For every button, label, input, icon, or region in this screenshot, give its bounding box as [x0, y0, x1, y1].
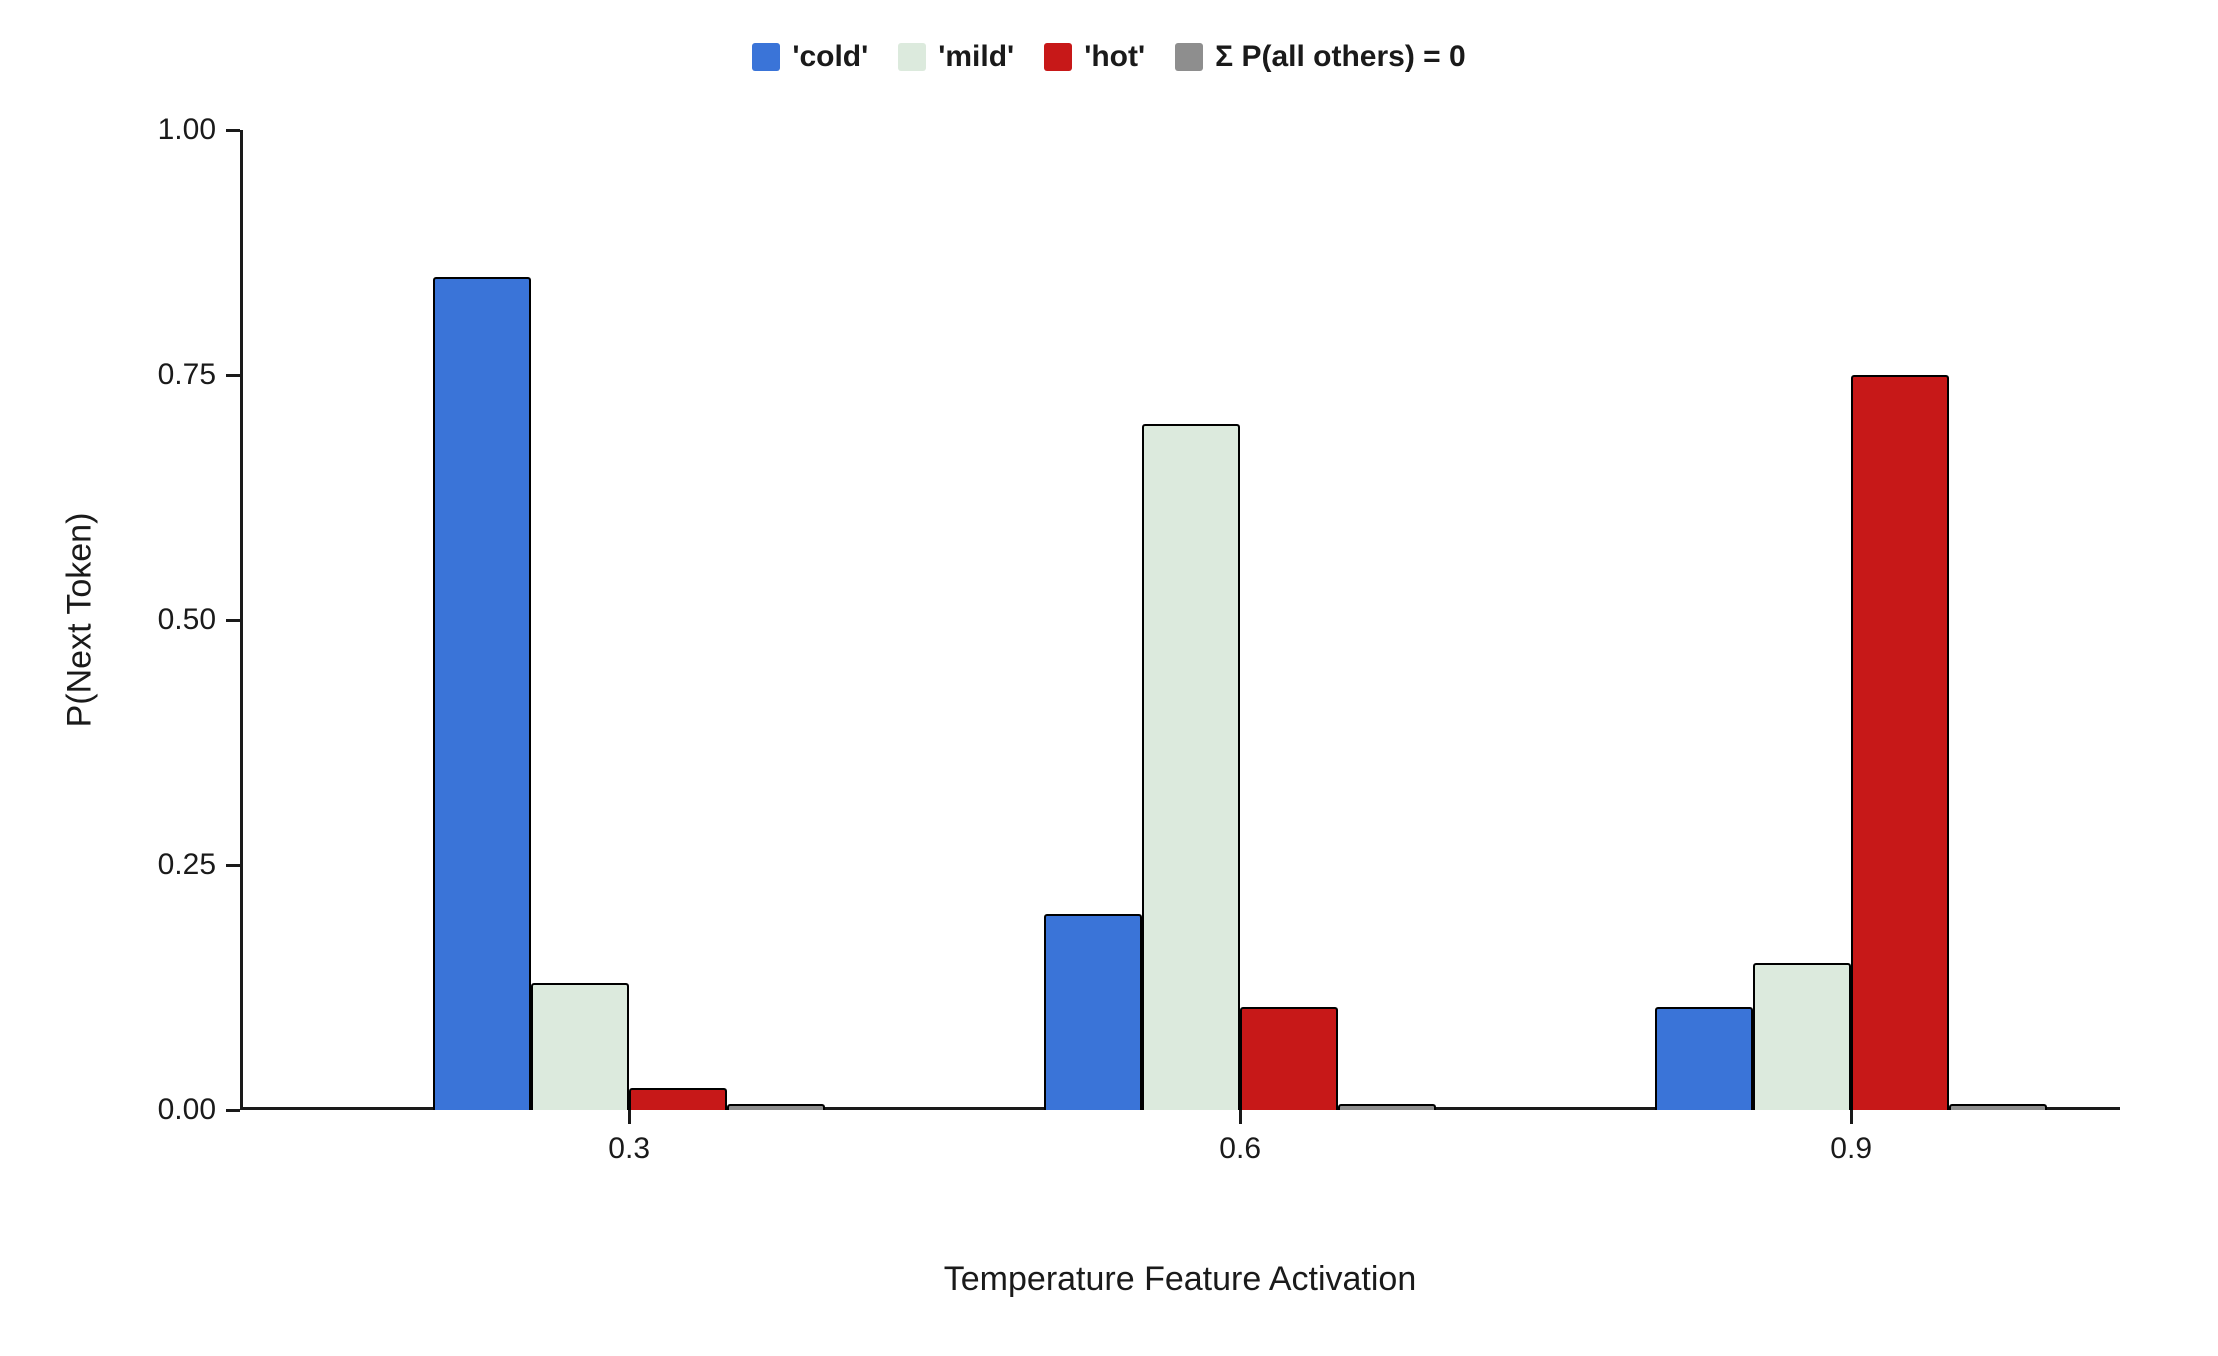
y-tick-label: 0.50 — [158, 603, 216, 637]
legend-swatch-hot — [1044, 43, 1072, 71]
chart-legend: 'cold' 'mild' 'hot' Σ P(all others) = 0 — [0, 40, 2218, 74]
bar-others — [1949, 1104, 2047, 1110]
bar-cold — [433, 277, 531, 1110]
legend-swatch-mild — [898, 43, 926, 71]
y-tick — [226, 374, 240, 377]
bar-mild — [1753, 963, 1851, 1110]
y-tick-label: 0.00 — [158, 1093, 216, 1127]
legend-label-mild: 'mild' — [938, 40, 1014, 74]
y-tick-label: 1.00 — [158, 113, 216, 147]
legend-item-others: Σ P(all others) = 0 — [1175, 40, 1466, 74]
bar-mild — [1142, 424, 1240, 1110]
legend-item-cold: 'cold' — [752, 40, 868, 74]
y-tick — [226, 1109, 240, 1112]
bar-mild — [531, 983, 629, 1110]
bar-others — [1338, 1104, 1436, 1110]
legend-item-hot: 'hot' — [1044, 40, 1145, 74]
bar-hot — [1240, 1007, 1338, 1110]
x-tick — [1850, 1110, 1853, 1124]
x-tick-label: 0.9 — [1830, 1132, 1872, 1166]
x-tick-label: 0.6 — [1219, 1132, 1261, 1166]
y-axis-title: P(Next Token) — [61, 513, 100, 728]
y-tick — [226, 619, 240, 622]
y-axis-line — [240, 130, 243, 1110]
x-tick — [1239, 1110, 1242, 1124]
x-tick — [628, 1110, 631, 1124]
bar-others — [727, 1104, 825, 1110]
legend-label-hot: 'hot' — [1084, 40, 1145, 74]
x-tick-label: 0.3 — [608, 1132, 650, 1166]
bar-cold — [1044, 914, 1142, 1110]
chart-container: 'cold' 'mild' 'hot' Σ P(all others) = 0 … — [0, 0, 2218, 1356]
y-tick-label: 0.75 — [158, 358, 216, 392]
bar-hot — [1851, 375, 1949, 1110]
bar-hot — [629, 1088, 727, 1110]
legend-swatch-others — [1175, 43, 1203, 71]
legend-item-mild: 'mild' — [898, 40, 1014, 74]
y-tick — [226, 129, 240, 132]
legend-label-others: Σ P(all others) = 0 — [1215, 40, 1466, 74]
plot-area: 0.000.250.500.751.000.30.60.9 — [240, 130, 2120, 1110]
bar-cold — [1655, 1007, 1753, 1110]
y-tick-label: 0.25 — [158, 848, 216, 882]
legend-swatch-cold — [752, 43, 780, 71]
y-tick — [226, 864, 240, 867]
legend-label-cold: 'cold' — [792, 40, 868, 74]
x-axis-title: Temperature Feature Activation — [944, 1260, 1416, 1299]
